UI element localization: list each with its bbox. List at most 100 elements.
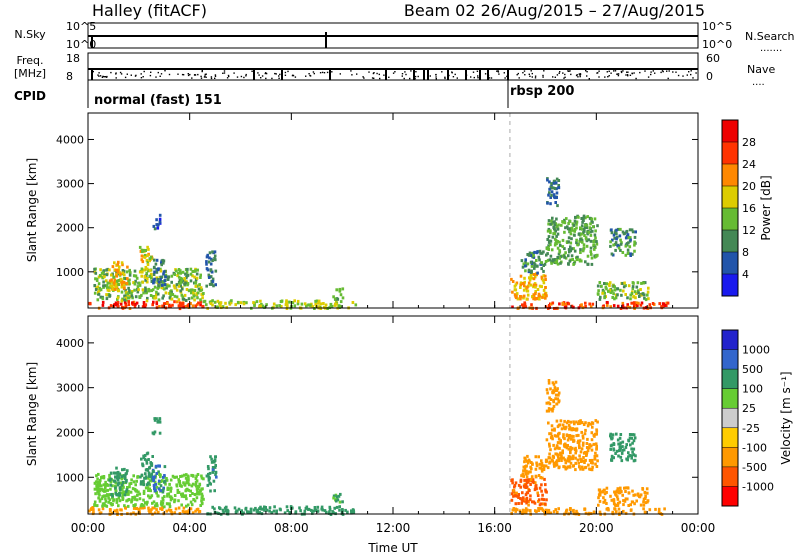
data-cell [617,246,621,250]
data-cell [562,433,565,437]
data-cell [187,488,190,492]
data-cell [118,472,122,476]
nave-dot [542,76,544,78]
data-cell [158,305,161,308]
data-cell [185,479,189,483]
data-cell [608,281,612,285]
data-cell [622,285,626,289]
data-cell [566,457,570,461]
data-cell [654,507,657,511]
nave-dot [351,74,353,76]
data-cell [597,289,600,293]
data-cell [155,223,158,227]
data-cell [245,301,248,305]
data-cell [179,280,183,284]
data-cell [527,458,531,462]
data-cell [132,281,135,285]
data-cell [340,305,343,309]
data-cell [131,301,134,305]
data-cell [584,458,587,462]
x-tick-label: 20:00 [579,521,614,535]
data-cell [583,507,587,511]
nave-dot [577,76,579,78]
data-cell [146,486,150,490]
data-cell [187,478,190,482]
data-cell [647,297,650,301]
data-cell [144,472,147,476]
data-cell [565,508,569,512]
data-cell [144,286,147,290]
data-cell [563,419,566,423]
data-cell [190,473,193,477]
data-cell [162,261,165,265]
nave-dot [667,77,669,80]
data-cell [128,482,131,486]
freq-strip: Freq. [MHz] 18 8 60 0 Nave .... [14,52,776,88]
data-cell [556,246,560,250]
nave-dot [251,70,253,72]
data-cell [644,495,647,498]
data-cell [614,242,617,246]
mode1-label: normal (fast) 151 [94,93,222,108]
power-colorbar-label: 28 [742,136,756,149]
data-cell [537,474,541,477]
data-cell [547,222,550,226]
data-cell [180,494,184,498]
data-cell [99,268,102,272]
data-cell [559,441,562,445]
data-cell [530,479,534,483]
data-cell [628,433,632,436]
data-cell [198,482,201,486]
power-colorbar-blocks [722,120,738,296]
data-cell [581,240,584,244]
data-cell [568,250,571,254]
data-cell [640,281,643,285]
data-cell [341,296,345,300]
data-cell [636,281,640,285]
nave-dot [323,72,326,74]
data-cell [314,299,317,303]
data-cell [104,494,108,498]
nave-dot [187,74,190,77]
data-cell [119,278,123,282]
nave-scatter [91,69,697,80]
data-cell [136,493,139,497]
nave-dot [261,75,264,77]
nave-dot [142,76,144,78]
data-cell [160,280,163,284]
data-cell [593,434,596,438]
nave-dot [503,72,505,74]
data-cell [596,284,600,288]
velocity-colorbar-block [722,369,738,389]
data-cell [337,494,341,498]
data-cell [200,502,204,506]
data-cell [101,276,104,280]
data-cell [555,388,559,392]
data-cell [108,268,111,272]
data-cell [589,239,593,243]
data-cell [97,480,101,484]
nave-dot [177,73,179,75]
data-cell [169,489,173,493]
data-cell [126,277,129,281]
data-cell [590,217,593,221]
data-cell [514,494,517,498]
nave-dot [518,77,520,79]
data-cell [628,436,632,440]
data-cell [196,507,200,511]
nave-dot [530,70,532,72]
data-cell [537,509,541,512]
data-cell [154,504,157,508]
data-cell [129,271,132,275]
data-cell [121,263,124,267]
data-cell [553,386,557,390]
data-cell [584,237,588,241]
data-cell [102,489,105,493]
data-cell [341,287,345,291]
data-cell [523,460,526,464]
data-cell [574,468,577,472]
data-cell [634,493,637,497]
data-cell [110,493,113,496]
data-cell [594,432,597,436]
data-cell [521,282,525,285]
